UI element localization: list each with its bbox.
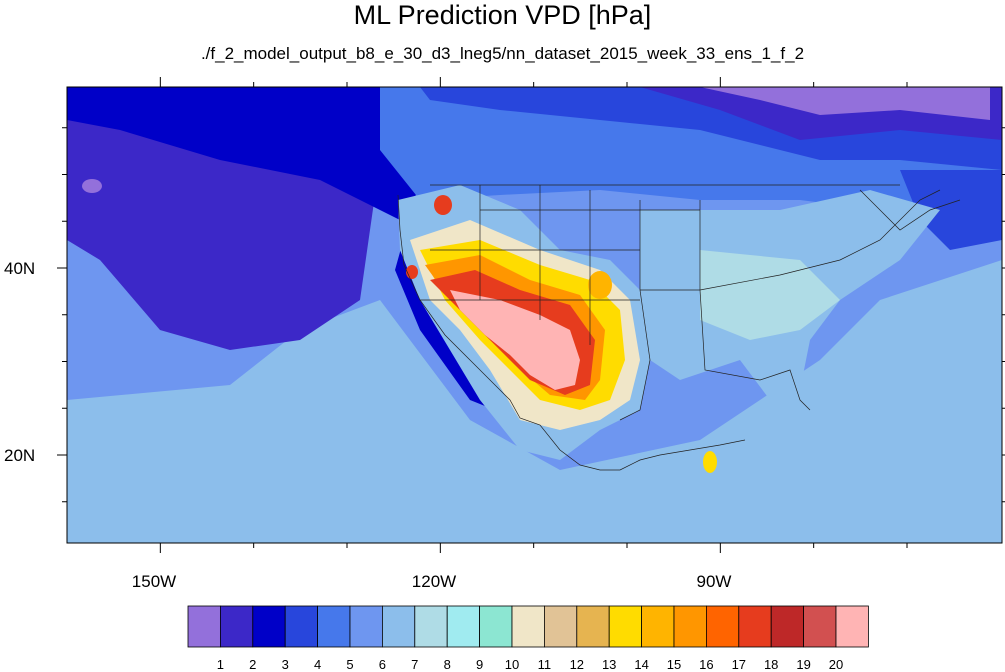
colorbar-label: 17 [732,657,746,672]
colorbar-box [576,605,610,648]
x-tick-label-120w: 120W [412,572,456,591]
colorbar-box [349,605,383,648]
colorbar-box [706,605,740,648]
colorbar-box [252,605,286,648]
colorbar-box [673,605,707,648]
colorbar-label: 11 [538,657,552,672]
colorbar-label: 15 [667,657,681,672]
x-tick-label-90w: 90W [697,572,732,591]
colorbar-box [284,605,319,648]
colorbar-box [187,605,221,648]
colorbar-label: 1 [217,657,224,672]
colorbar-box [770,605,805,648]
chart-title: ML Prediction VPD [hPa] [353,0,652,30]
colorbar-label: 2 [249,657,256,672]
colorbar-label: 3 [282,657,289,672]
colorbar-label: 8 [444,657,451,672]
colorbar-box [479,605,513,648]
colorbar-label: 13 [602,657,616,672]
colorbar-label: 10 [505,657,519,672]
colorbar-box [381,605,416,648]
colorbar-label: 7 [411,657,418,672]
colorbar-label: 5 [346,657,353,672]
map-boundaries [397,184,961,471]
y-tick-label-20n: 20N [4,446,35,465]
colorbar-label: 14 [634,657,648,672]
colorbar-box [511,605,545,648]
colorbar-label: 20 [829,657,843,672]
colorbar-label: 4 [314,657,321,672]
map-field [67,87,1002,543]
colorbar: 1 2 3 4 5 6 7 8 9 10 11 12 13 14 15 16 17 18 19 20 [187,605,869,672]
y-tick-label-40n: 40N [4,259,35,278]
colorbar-box [608,605,643,648]
colorbar-label: 6 [379,657,386,672]
colorbar-box [544,605,578,648]
colorbar-label: 18 [764,657,778,672]
colorbar-box [219,605,254,648]
colorbar-box [641,605,675,648]
colorbar-box [738,605,772,648]
colorbar-box [414,605,448,648]
colorbar-label: 9 [476,657,483,672]
axis-ticks [57,77,1005,553]
colorbar-label: 12 [570,657,584,672]
x-tick-label-150w: 150W [132,572,176,591]
colorbar-box [835,605,869,648]
colorbar-label: 16 [699,657,713,672]
colorbar-box [446,605,481,648]
colorbar-box [317,605,351,648]
colorbar-box [803,605,837,648]
colorbar-label: 19 [796,657,810,672]
chart-subtitle: ./f_2_model_output_b8_e_30_d3_lneg5/nn_d… [200,44,805,63]
